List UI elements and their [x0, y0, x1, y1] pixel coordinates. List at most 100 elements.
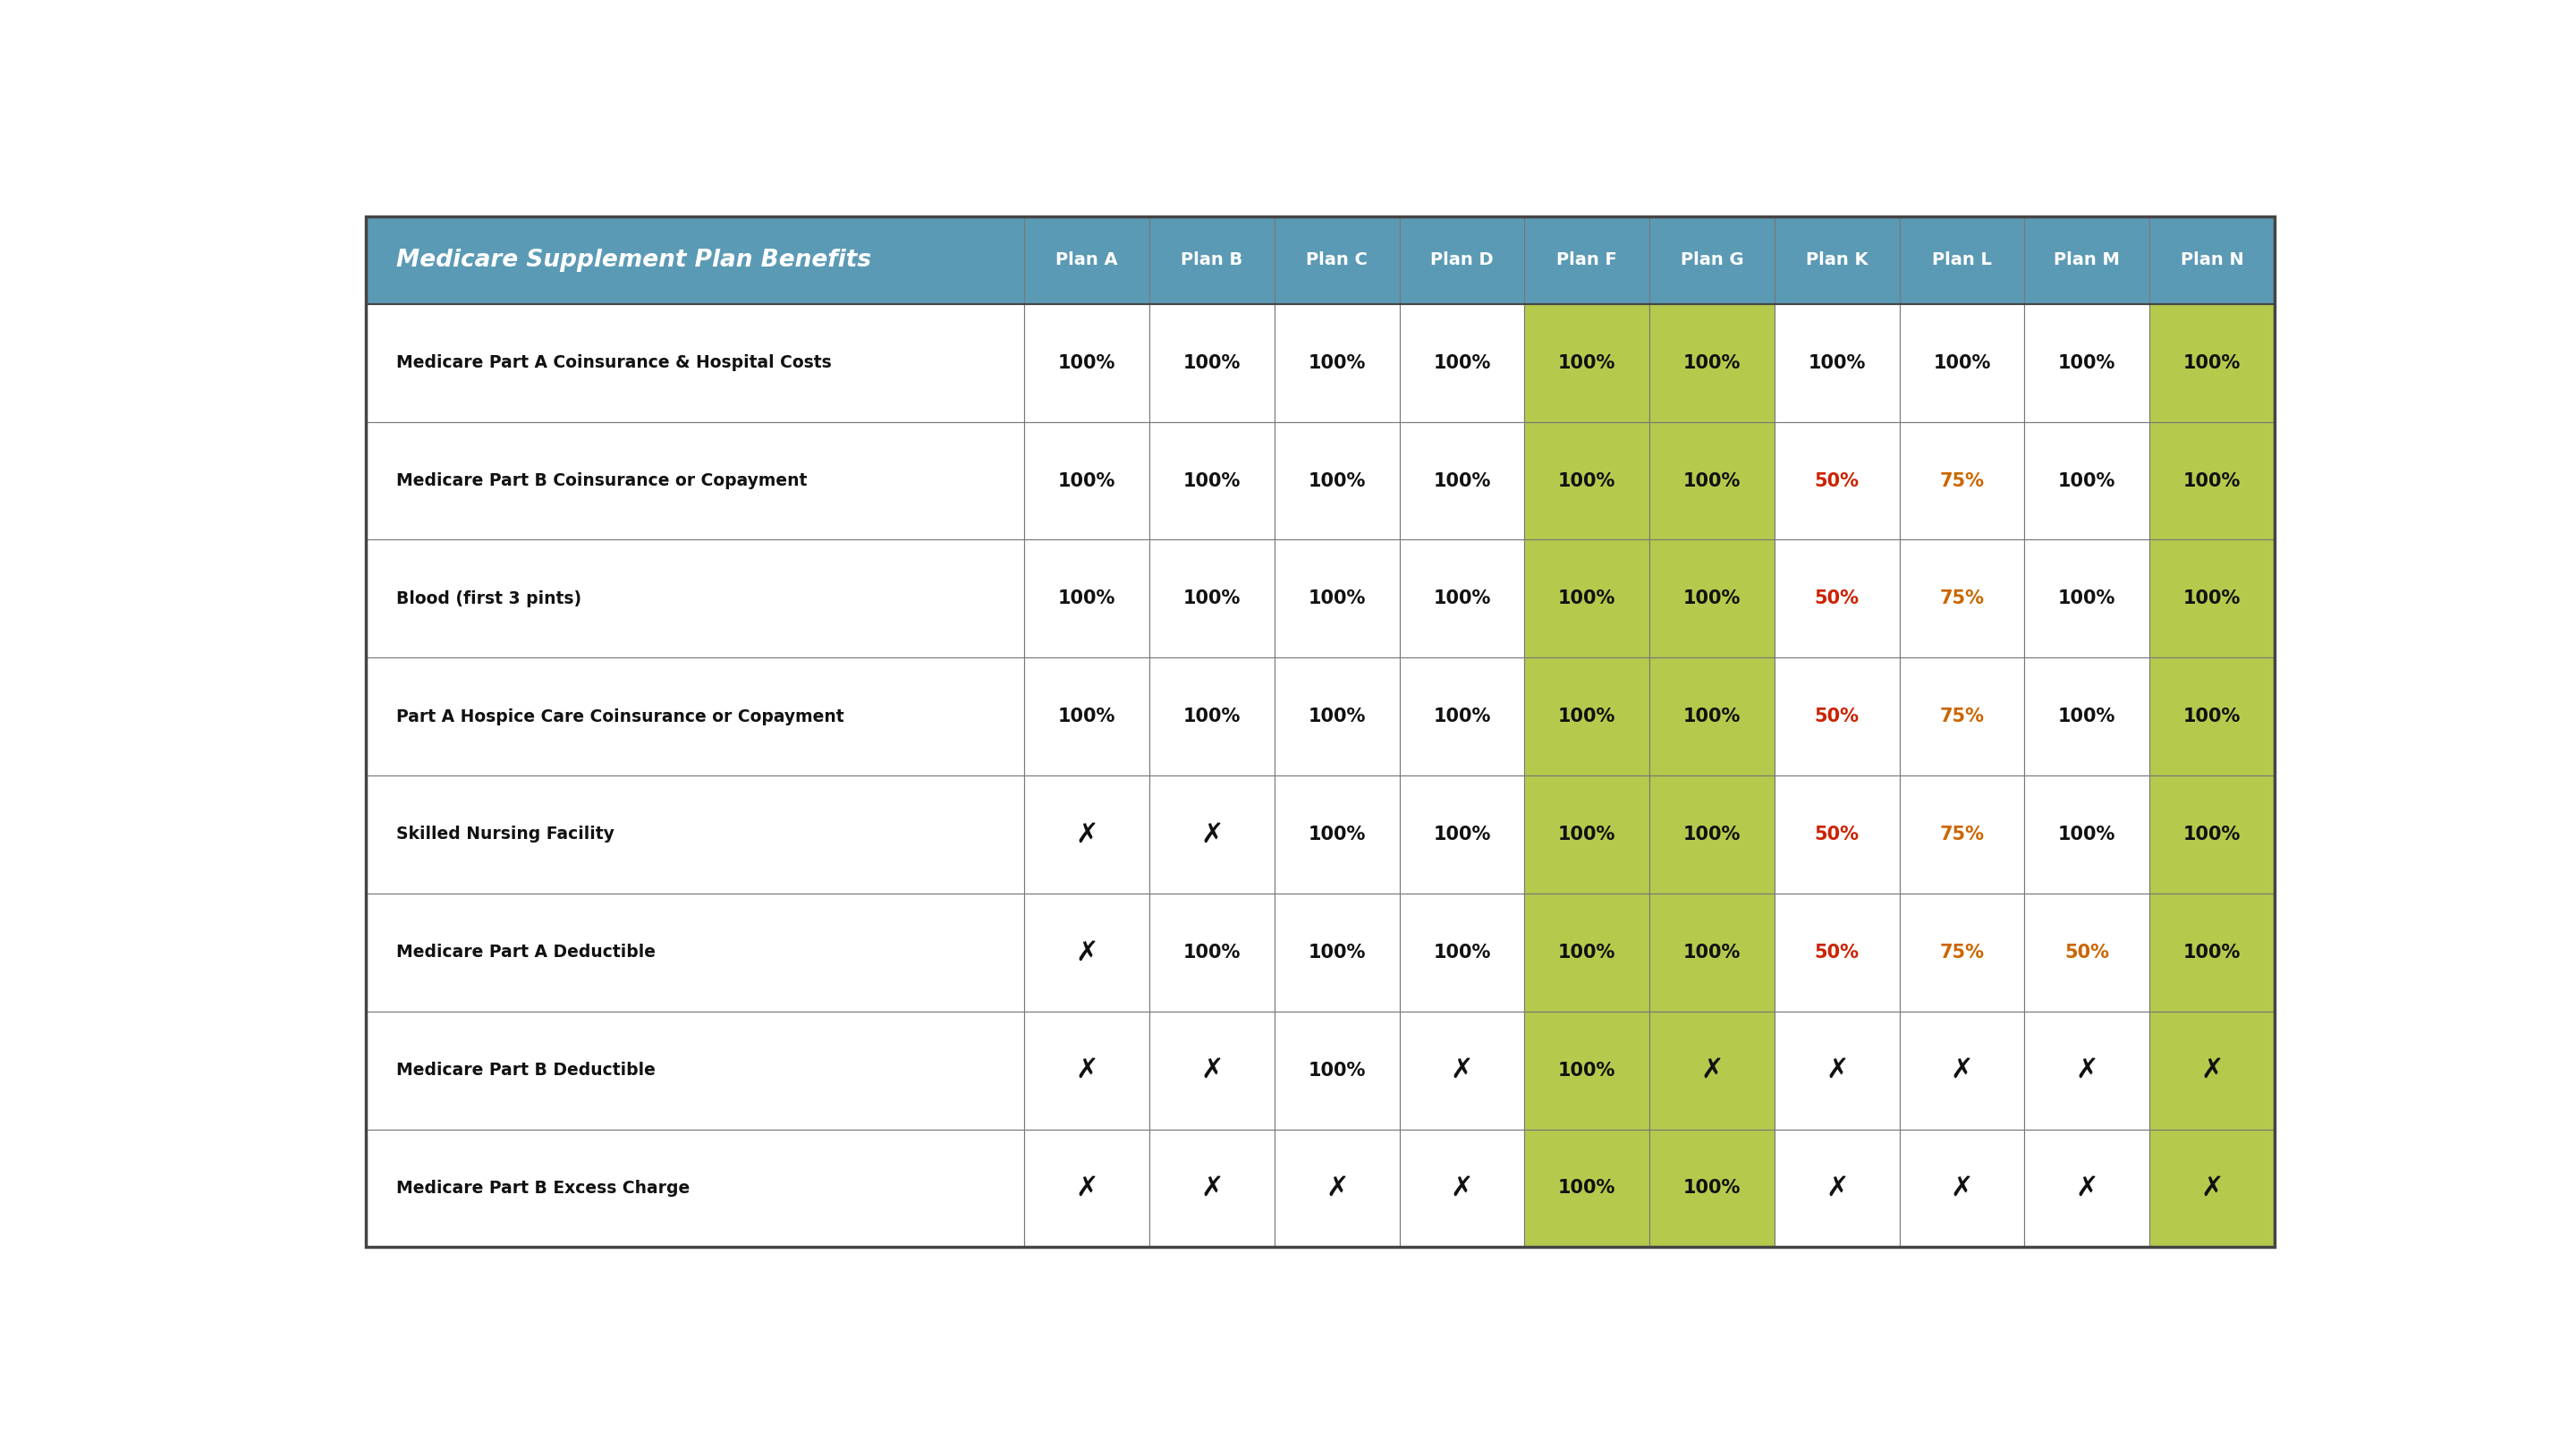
Text: ✗: ✗ — [2076, 1058, 2099, 1084]
Text: 100%: 100% — [2184, 943, 2241, 961]
Bar — [1399, 894, 1525, 1011]
Text: 100%: 100% — [1558, 1062, 1615, 1080]
Bar — [1275, 658, 1399, 775]
Bar — [1899, 658, 2025, 775]
Bar — [2148, 1011, 2275, 1129]
Text: 100%: 100% — [1309, 472, 1365, 490]
Text: 50%: 50% — [1814, 707, 1860, 726]
Bar — [1525, 894, 1649, 1011]
Bar — [1899, 216, 2025, 304]
Text: 100%: 100% — [1432, 826, 1492, 843]
Bar — [1649, 216, 1775, 304]
Text: 50%: 50% — [1814, 590, 1860, 607]
Text: ✗: ✗ — [1450, 1175, 1473, 1201]
Text: 100%: 100% — [1182, 472, 1242, 490]
Bar — [1399, 539, 1525, 658]
Bar — [1525, 1129, 1649, 1248]
Bar — [1149, 894, 1275, 1011]
Bar — [2025, 304, 2148, 422]
Bar — [1149, 216, 1275, 304]
Text: 100%: 100% — [2184, 707, 2241, 726]
Text: 100%: 100% — [2058, 472, 2115, 490]
Bar — [1775, 894, 1899, 1011]
Bar — [1149, 304, 1275, 422]
Bar — [1399, 775, 1525, 894]
Bar — [1649, 775, 1775, 894]
Bar — [1399, 422, 1525, 539]
Text: ✗: ✗ — [1826, 1175, 1850, 1201]
Text: 100%: 100% — [1682, 707, 1741, 726]
Text: 50%: 50% — [1814, 943, 1860, 961]
Bar — [1275, 422, 1399, 539]
Text: 75%: 75% — [1940, 472, 1984, 490]
Bar — [2148, 775, 2275, 894]
Bar — [1149, 658, 1275, 775]
Text: 75%: 75% — [1940, 707, 1984, 726]
Text: 100%: 100% — [1432, 472, 1492, 490]
Bar — [1649, 894, 1775, 1011]
Bar — [1275, 894, 1399, 1011]
Bar — [2148, 894, 2275, 1011]
Bar — [1775, 422, 1899, 539]
Bar — [366, 775, 1025, 894]
Bar — [1025, 1011, 1149, 1129]
Bar — [1025, 658, 1149, 775]
Text: Plan N: Plan N — [2179, 252, 2244, 268]
Bar — [366, 216, 1025, 304]
Bar — [1149, 1011, 1275, 1129]
Bar — [1275, 216, 1399, 304]
Bar — [1025, 894, 1149, 1011]
Text: Part A Hospice Care Coinsurance or Copayment: Part A Hospice Care Coinsurance or Copay… — [397, 709, 845, 724]
Text: 100%: 100% — [1558, 943, 1615, 961]
Text: 75%: 75% — [1940, 590, 1984, 607]
Bar — [1649, 658, 1775, 775]
Text: 100%: 100% — [1558, 590, 1615, 607]
Text: Medicare Supplement Plan Benefits: Medicare Supplement Plan Benefits — [397, 248, 871, 272]
Text: 100%: 100% — [1432, 354, 1492, 372]
Bar — [1025, 1129, 1149, 1248]
Text: 100%: 100% — [1309, 943, 1365, 961]
Text: 100%: 100% — [1558, 354, 1615, 372]
Bar — [2148, 539, 2275, 658]
Bar — [366, 304, 1025, 422]
Bar — [1025, 775, 1149, 894]
Text: Plan K: Plan K — [1806, 252, 1868, 268]
Bar — [2025, 775, 2148, 894]
Bar — [1775, 1129, 1899, 1248]
Text: ✗: ✗ — [1074, 822, 1097, 848]
Text: 50%: 50% — [2063, 943, 2110, 961]
Text: 50%: 50% — [1814, 472, 1860, 490]
Text: Skilled Nursing Facility: Skilled Nursing Facility — [397, 826, 613, 843]
Bar — [1525, 304, 1649, 422]
Bar — [1775, 539, 1899, 658]
Text: 75%: 75% — [1940, 826, 1984, 843]
Text: 50%: 50% — [1814, 826, 1860, 843]
Bar — [1275, 539, 1399, 658]
Bar — [1649, 1129, 1775, 1248]
Bar — [1025, 216, 1149, 304]
Bar — [1149, 539, 1275, 658]
Text: ✗: ✗ — [2076, 1175, 2099, 1201]
Bar — [1525, 775, 1649, 894]
Bar — [1399, 1011, 1525, 1129]
Text: 100%: 100% — [1059, 590, 1115, 607]
Bar — [1649, 422, 1775, 539]
Text: Plan C: Plan C — [1306, 252, 1368, 268]
Text: 100%: 100% — [1059, 707, 1115, 726]
Text: ✗: ✗ — [1327, 1175, 1347, 1201]
Bar — [2025, 658, 2148, 775]
Text: 100%: 100% — [1182, 354, 1242, 372]
Bar — [366, 1011, 1025, 1129]
Bar — [1649, 1011, 1775, 1129]
Text: Plan L: Plan L — [1932, 252, 1991, 268]
Bar — [2025, 216, 2148, 304]
Bar — [366, 658, 1025, 775]
Text: Plan F: Plan F — [1556, 252, 1618, 268]
Text: ✗: ✗ — [1074, 939, 1097, 965]
Text: 100%: 100% — [1432, 590, 1492, 607]
Bar — [1149, 775, 1275, 894]
Text: 100%: 100% — [1682, 354, 1741, 372]
Text: 100%: 100% — [2184, 826, 2241, 843]
Text: Plan M: Plan M — [2053, 252, 2120, 268]
Text: 100%: 100% — [1309, 1062, 1365, 1080]
